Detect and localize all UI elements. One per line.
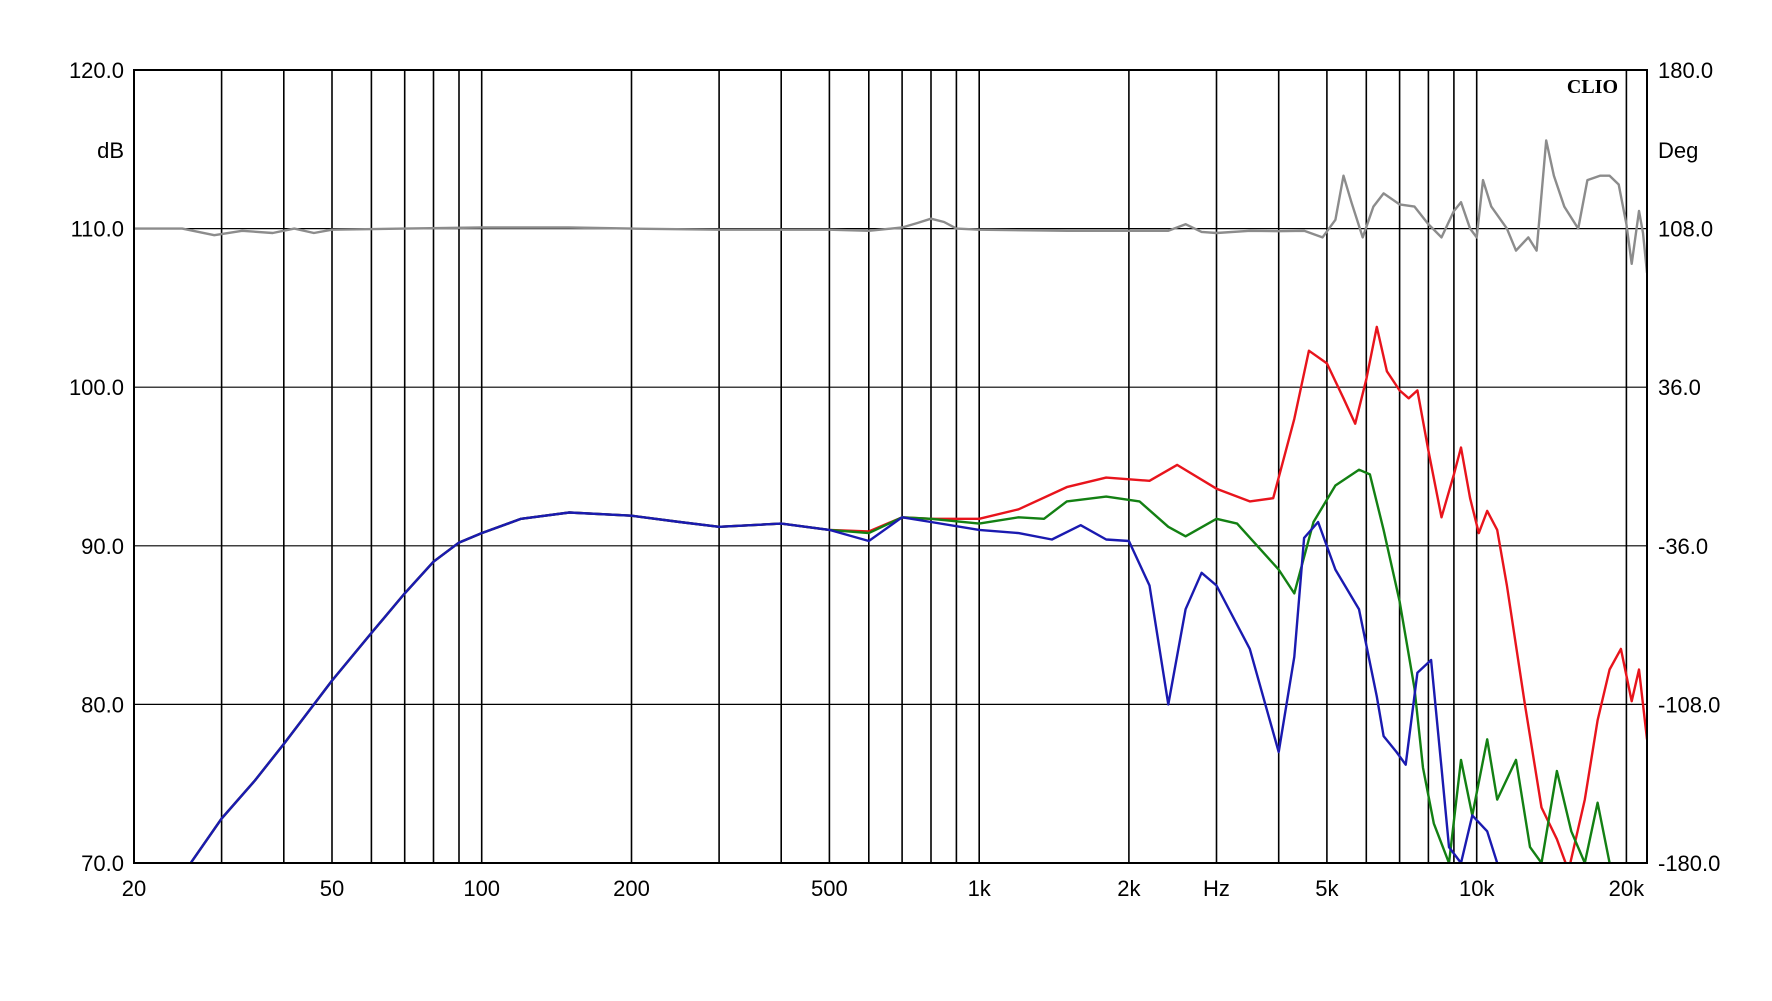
y-left-tick-label: 100.0 xyxy=(69,375,124,400)
x-tick-label: 2k xyxy=(1117,876,1141,901)
plot-border xyxy=(133,69,1648,864)
y-left-tick-label: 90.0 xyxy=(81,534,124,559)
y-right-tick-label: -36.0 xyxy=(1658,534,1708,559)
y-right-tick-label: 108.0 xyxy=(1658,217,1713,242)
x-tick-label: 200 xyxy=(613,876,650,901)
x-tick-label: 5k xyxy=(1315,876,1339,901)
y-left-tick-label: 110.0 xyxy=(71,217,124,242)
x-tick-label: 20k xyxy=(1609,876,1645,901)
series-layer xyxy=(134,139,1647,863)
y-right-tick-label: 36.0 xyxy=(1658,375,1701,400)
x-tick-label: 10k xyxy=(1459,876,1495,901)
y-left-tick-label: 70.0 xyxy=(81,851,124,876)
series-line-2 xyxy=(189,511,1499,863)
series-line-3 xyxy=(134,139,1647,274)
y-left-unit-label: dB xyxy=(97,138,124,163)
x-tick-label: 100 xyxy=(463,876,500,901)
y-right-unit-label: Deg xyxy=(1658,138,1698,163)
y-right-tick-label: -108.0 xyxy=(1658,692,1720,717)
axis-labels: 20 50 100 200 500 1k 2k 5k 10k 20k 70.0 80.0 90.0 100… xyxy=(69,58,1720,901)
y-left-tick-label: 80.0 xyxy=(81,692,124,717)
plot-frame xyxy=(133,69,1648,864)
y-right-tick-label: 180.0 xyxy=(1658,58,1713,83)
brand-logo-text: CLIO xyxy=(1567,76,1618,98)
x-tick-label: 1k xyxy=(968,876,992,901)
x-unit-label: Hz xyxy=(1203,876,1230,901)
y-left-tick-label: 120.0 xyxy=(69,58,124,83)
x-tick-label: 500 xyxy=(811,876,848,901)
grid-layer xyxy=(134,69,1647,864)
y-right-tick-label: -180.0 xyxy=(1658,851,1720,876)
x-tick-label: 20 xyxy=(122,876,146,901)
x-tick-label: 50 xyxy=(320,876,344,901)
